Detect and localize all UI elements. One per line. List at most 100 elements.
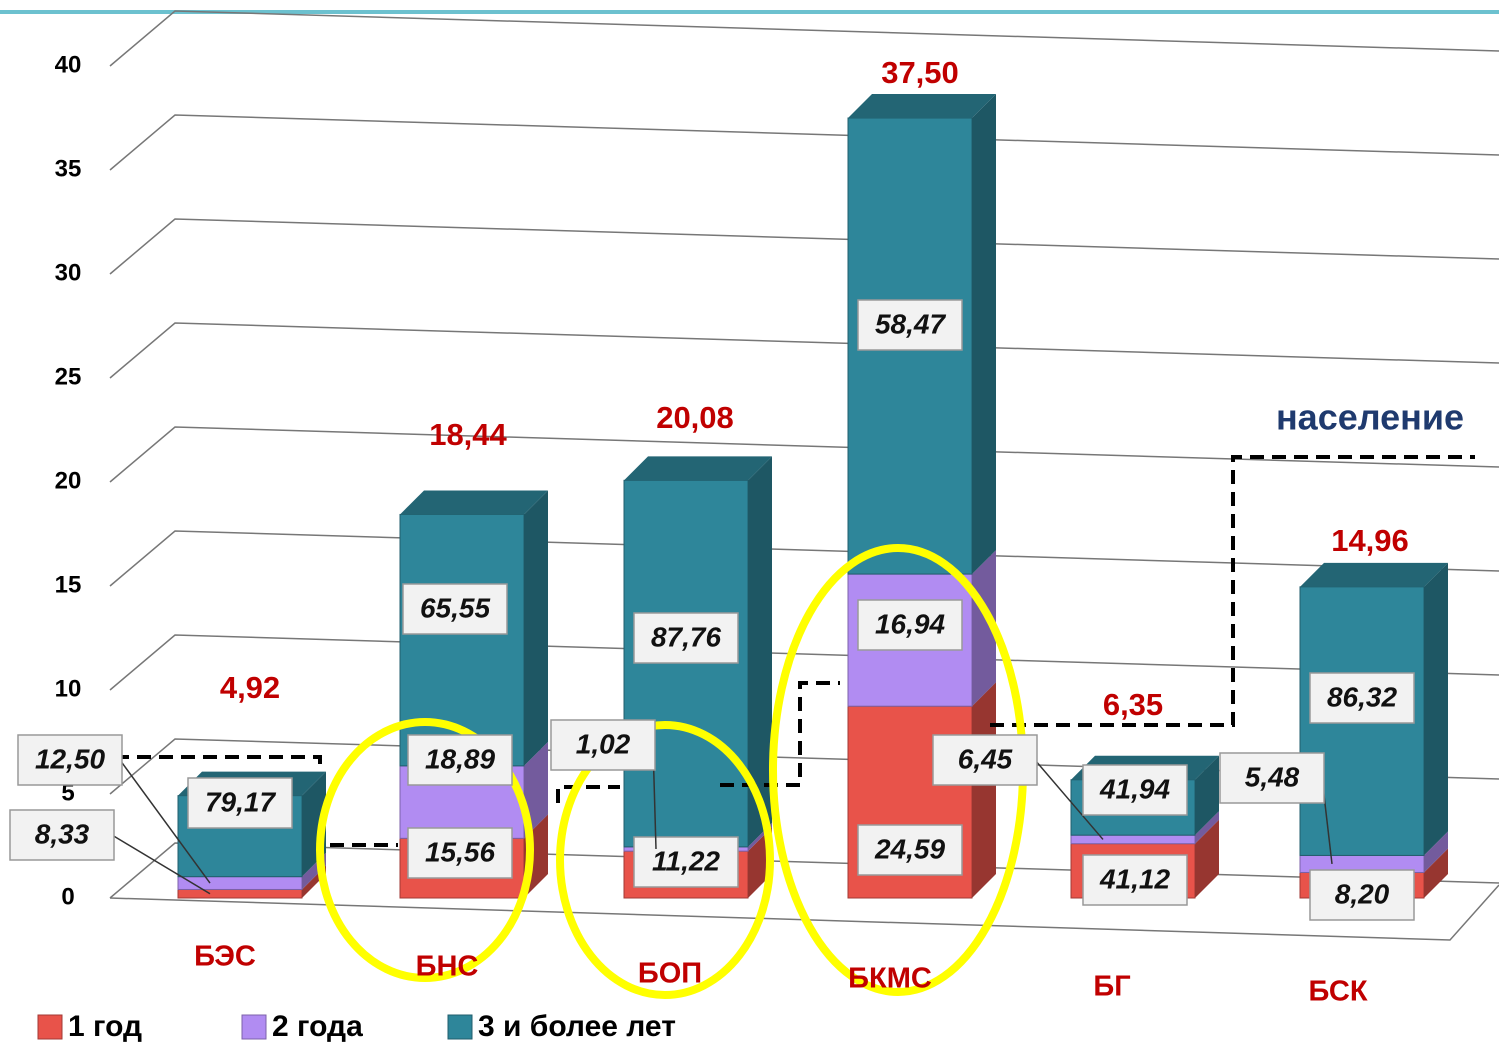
bar-top (848, 94, 996, 118)
value-label: 65,55 (420, 592, 490, 623)
value-label: 5,48 (1245, 761, 1300, 792)
y-tick-label: 15 (55, 571, 82, 598)
grid: 0 5 10 15 20 25 30 35 40 (55, 10, 1499, 941)
x-tick-label: БОП (638, 958, 702, 990)
bar-segment (1070, 834, 1196, 845)
bar-side (524, 741, 548, 839)
label-box (857, 599, 963, 651)
value-label: 15,56 (425, 836, 495, 867)
y-tick-label: 5 (61, 779, 74, 806)
floor (109, 884, 1499, 941)
y-tick-label: 35 (55, 155, 82, 182)
label-box (633, 612, 739, 664)
label-box (1082, 764, 1188, 816)
total-label: 6,35 (1103, 687, 1163, 722)
grid-line (109, 322, 1499, 379)
bar-side (1424, 831, 1448, 873)
bar-segment (177, 888, 303, 899)
total-label: 14,96 (1331, 523, 1409, 558)
value-label: 87,76 (651, 621, 721, 652)
y-tick-label: 0 (61, 883, 74, 910)
value-label: 12,50 (35, 743, 105, 774)
label-box (1082, 854, 1188, 906)
label-box (187, 777, 293, 829)
legend-swatch (241, 1014, 267, 1040)
bar-side (524, 490, 548, 766)
x-tick-label: БНС (416, 951, 479, 983)
bar-segment (177, 876, 303, 890)
label-box (402, 583, 508, 635)
value-label: 8,33 (35, 818, 90, 849)
grid-line (109, 842, 1499, 899)
highlight (316, 718, 534, 982)
total-label: 20,08 (656, 400, 734, 435)
bar-side (972, 550, 996, 707)
label-box (1309, 869, 1415, 921)
legend-label: 2 года (272, 1010, 363, 1043)
bar-side (1195, 755, 1219, 836)
grid-line (109, 114, 1499, 171)
annotation: население (1276, 397, 1464, 438)
legend-label: 3 и более лет (478, 1010, 676, 1043)
highlight (556, 721, 774, 999)
bar-top (624, 456, 772, 481)
label-box (1309, 672, 1415, 724)
value-label: 8,20 (1335, 878, 1390, 909)
legend: 1 год 2 года 3 и более лет (37, 1010, 676, 1043)
grid-line (109, 634, 1499, 691)
value-label: 16,94 (875, 608, 945, 639)
bar-side (972, 682, 996, 898)
legend-swatch (447, 1014, 473, 1040)
y-tick-label: 25 (55, 363, 82, 390)
grid-line (109, 426, 1499, 483)
grid-line (109, 218, 1499, 275)
y-tick-label: 10 (55, 675, 82, 702)
x-tick-label: БЭС (194, 941, 256, 973)
grid-line (109, 530, 1499, 587)
value-label: 79,17 (205, 786, 276, 817)
bar-side (1424, 848, 1448, 898)
labels: 8,33 12,50 79,17 4,92 БЭС 15,56 18,89 65,55 18,4… (9, 55, 1415, 1008)
bar-side (1195, 819, 1219, 898)
label-box (857, 299, 963, 351)
bar-side (748, 456, 772, 847)
bar-side (1195, 811, 1219, 844)
value-label: 24,59 (874, 833, 945, 864)
y-tick-label: 40 (55, 51, 82, 78)
label-box (633, 836, 739, 888)
value-label: 41,12 (1099, 863, 1170, 894)
total-label: 4,92 (220, 670, 280, 705)
y-tick-label: 20 (55, 467, 82, 494)
value-label: 11,22 (652, 845, 720, 876)
bar-top (400, 490, 548, 515)
value-label: 41,94 (1099, 773, 1170, 804)
label-box (9, 809, 115, 861)
grid-line (109, 10, 1499, 67)
y-tick-label: 30 (55, 259, 82, 286)
bar-side (1424, 562, 1448, 856)
x-tick-label: БГ (1093, 971, 1130, 1003)
population-line (115, 455, 1475, 847)
label-box (407, 827, 513, 879)
leader-line (111, 834, 211, 895)
bar-top (1300, 562, 1448, 587)
value-label: 6,45 (958, 743, 1013, 774)
leader-line (1034, 759, 1104, 840)
label-box (17, 734, 123, 786)
total-label: 18,44 (429, 417, 507, 452)
legend-swatch (37, 1014, 63, 1040)
value-label: 1,02 (576, 728, 631, 759)
x-tick-label: БКМС (848, 963, 932, 995)
label-box (857, 824, 963, 876)
label-box (932, 734, 1038, 786)
label-box (1219, 752, 1325, 804)
value-label: 18,89 (425, 743, 495, 774)
label-box (407, 734, 513, 786)
label-box (550, 719, 656, 771)
value-label: 86,32 (1327, 681, 1397, 712)
value-label: 58,47 (875, 308, 946, 339)
x-tick-label: БСК (1308, 976, 1367, 1008)
bar-side (972, 94, 996, 575)
legend-label: 1 год (68, 1010, 142, 1043)
